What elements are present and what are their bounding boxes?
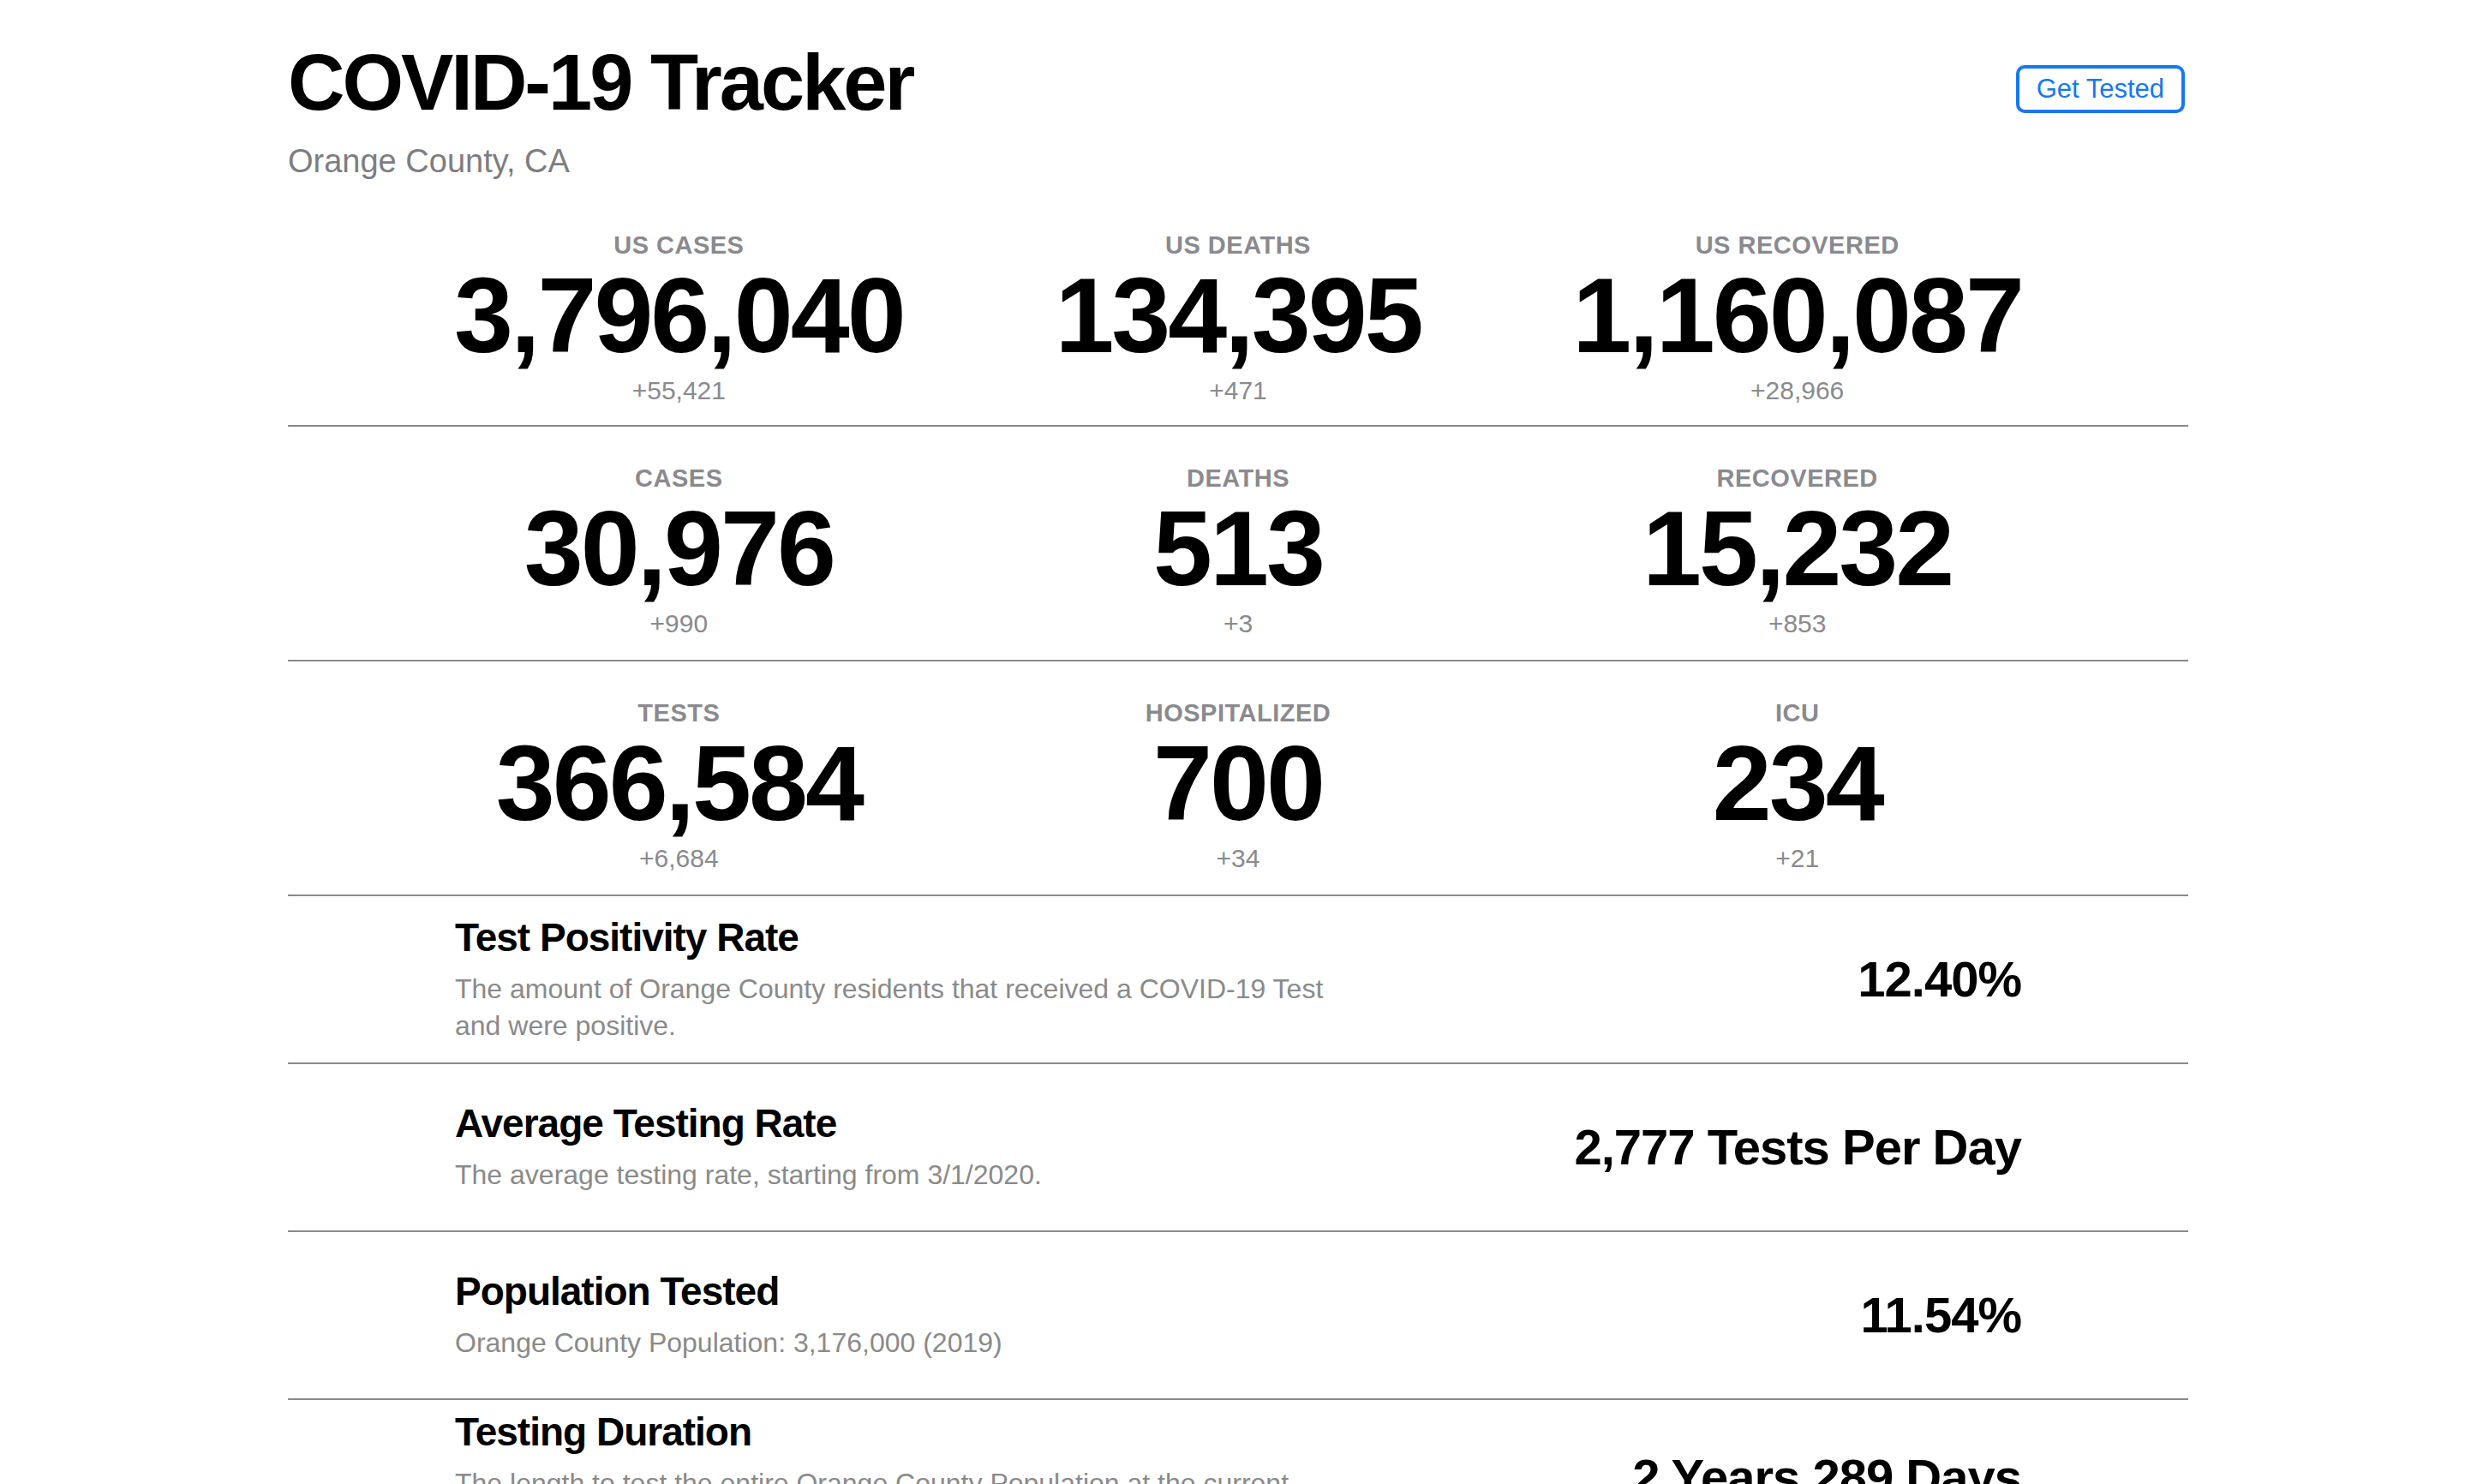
stat-tests: TESTS 366,584 +6,684 (399, 699, 959, 895)
stat-label: DEATHS (959, 464, 1518, 493)
metric-text: Population Tested Orange County Populati… (455, 1268, 1002, 1361)
stat-label: HOSPITALIZED (959, 699, 1518, 727)
stat-label: CASES (399, 464, 959, 493)
stat-recovered: RECOVERED 15,232 +853 (1517, 464, 2077, 660)
stats-row-county: CASES 30,976 +990 DEATHS 513 +3 RECOVERE… (288, 427, 2188, 661)
stat-delta: +471 (959, 376, 1518, 405)
stat-value: 513 (959, 494, 1518, 602)
metric-row-test-positivity-rate: Test Positivity Rate The amount of Orang… (288, 896, 2188, 1064)
metric-description: The amount of Orange County residents th… (455, 971, 1337, 1043)
stat-delta: +55,421 (399, 376, 959, 405)
stat-delta: +34 (959, 844, 1518, 873)
metric-title: Population Tested (455, 1268, 1002, 1314)
stat-delta: +990 (399, 609, 959, 638)
metric-row-testing-duration: Testing Duration The length to test the … (288, 1400, 2188, 1484)
metric-description: The average testing rate, starting from … (455, 1157, 1042, 1193)
get-tested-button[interactable]: Get Tested (2016, 65, 2185, 113)
stat-deaths: DEATHS 513 +3 (959, 464, 1518, 660)
stat-value: 134,395 (959, 261, 1518, 369)
stat-label: US RECOVERED (1517, 231, 2077, 260)
metric-value: 12.40% (1858, 950, 2021, 1008)
stat-label: US DEATHS (959, 231, 1518, 260)
stat-value: 15,232 (1517, 494, 2077, 602)
metric-value: 2,777 Tests Per Day (1574, 1118, 2021, 1176)
metric-row-average-testing-rate: Average Testing Rate The average testing… (288, 1064, 2188, 1232)
content-container: COVID-19 Tracker Orange County, CA Get T… (288, 0, 2188, 1484)
stats-row-us: US CASES 3,796,040 +55,421 US DEATHS 134… (288, 216, 2188, 427)
stat-hospitalized: HOSPITALIZED 700 +34 (959, 699, 1518, 895)
page-title: COVID-19 Tracker (288, 43, 2188, 122)
page-subtitle: Orange County, CA (288, 142, 2188, 182)
stat-delta: +853 (1517, 609, 2077, 638)
stat-value: 700 (959, 729, 1518, 837)
stat-delta: +3 (959, 609, 1518, 638)
stat-label: US CASES (399, 231, 959, 260)
stat-delta: +6,684 (399, 844, 959, 873)
stat-label: TESTS (399, 699, 959, 727)
stat-value: 30,976 (399, 494, 959, 602)
metric-text: Average Testing Rate The average testing… (455, 1100, 1042, 1193)
metric-value: 2 Years 289 Days (1632, 1448, 2021, 1484)
metric-text: Testing Duration The length to test the … (455, 1409, 1289, 1484)
stat-value: 1,160,087 (1517, 261, 2077, 369)
metric-description: Orange County Population: 3,176,000 (201… (455, 1325, 1002, 1361)
stat-value: 234 (1517, 729, 2077, 837)
metric-row-population-tested: Population Tested Orange County Populati… (288, 1232, 2188, 1400)
stat-label: RECOVERED (1517, 464, 2077, 493)
metric-description: The length to test the entire Orange Cou… (455, 1465, 1289, 1484)
metric-title: Average Testing Rate (455, 1100, 1042, 1146)
stat-delta: +21 (1517, 844, 2077, 873)
stat-cases: CASES 30,976 +990 (399, 464, 959, 660)
stat-value: 366,584 (399, 729, 959, 837)
metric-title: Test Positivity Rate (455, 914, 1337, 960)
stat-us-cases: US CASES 3,796,040 +55,421 (399, 231, 959, 425)
stat-us-recovered: US RECOVERED 1,160,087 +28,966 (1517, 231, 2077, 425)
stat-value: 3,796,040 (399, 261, 959, 369)
stat-label: ICU (1517, 699, 2077, 727)
stats-row-testing: TESTS 366,584 +6,684 HOSPITALIZED 700 +3… (288, 661, 2188, 896)
metric-title: Testing Duration (455, 1409, 1289, 1455)
covid-tracker-page: COVID-19 Tracker Orange County, CA Get T… (0, 0, 2471, 1484)
stat-us-deaths: US DEATHS 134,395 +471 (959, 231, 1518, 425)
header: COVID-19 Tracker Orange County, CA Get T… (288, 0, 2188, 216)
metric-value: 11.54% (1860, 1286, 2021, 1343)
stat-icu: ICU 234 +21 (1517, 699, 2077, 895)
stat-delta: +28,966 (1517, 376, 2077, 405)
metric-text: Test Positivity Rate The amount of Orang… (455, 914, 1337, 1043)
